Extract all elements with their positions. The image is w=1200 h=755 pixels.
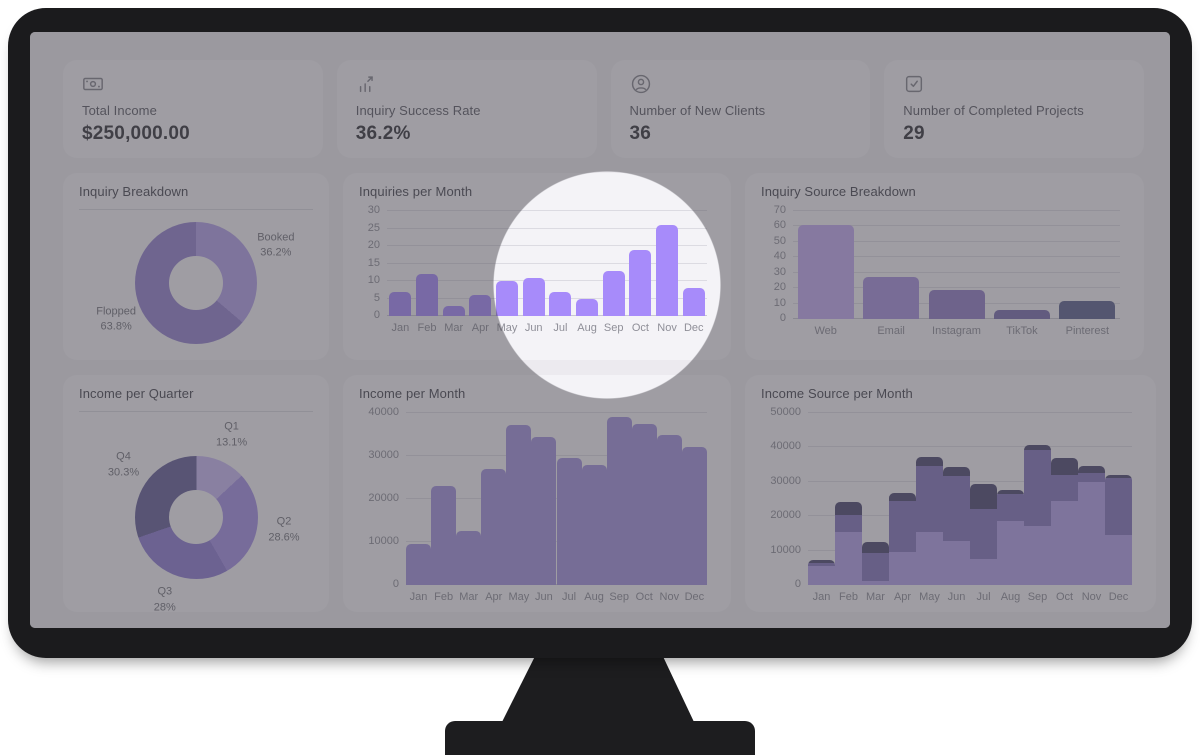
dashboard-screen: Total Income $250,000.00 Inquiry Success… [30, 32, 1170, 628]
monitor-stand-base [445, 721, 755, 755]
monitor-bezel: Total Income $250,000.00 Inquiry Success… [8, 8, 1192, 658]
tutorial-spotlight-overlay [30, 32, 1170, 628]
monitor-stand-neck [502, 655, 694, 722]
